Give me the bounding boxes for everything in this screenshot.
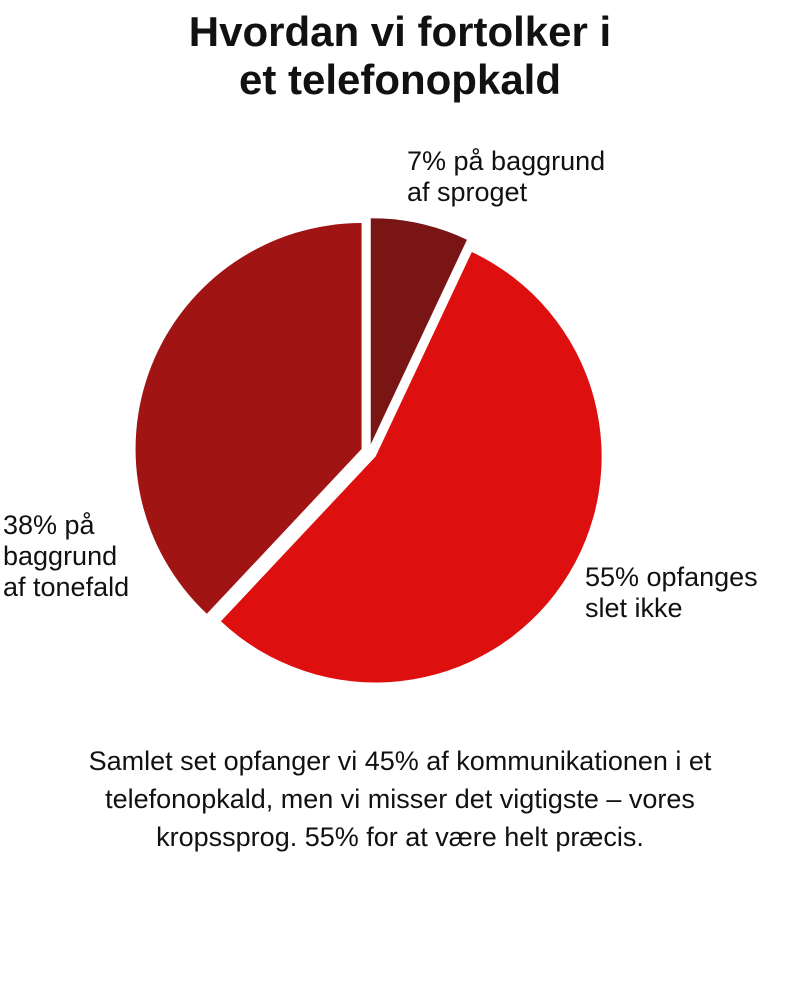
- slice-label-sproget-line-1: 7% på baggrund: [407, 146, 606, 176]
- caption-line-2: telefonopkald, men vi misser det vigtigs…: [105, 784, 695, 814]
- pie-slice-opfanges-ikke: [220, 252, 602, 683]
- caption-line-3: kropssprog. 55% for at være helt præcis.: [156, 822, 644, 852]
- slice-label-sproget: 7% på baggrund af sproget: [407, 146, 605, 208]
- slice-label-opfanges-ikke-line-1: 55% opfanges: [585, 562, 758, 592]
- slice-label-sproget-line-2: af sproget: [407, 177, 528, 207]
- chart-title-line-1: Hvordan vi fortolker i: [188, 8, 612, 55]
- slice-label-tonefald: 38% på baggrund af tonefald: [3, 510, 129, 603]
- caption-line-1: Samlet set opfanger vi 45% af kommunikat…: [88, 746, 712, 776]
- pie-slice-sproget: [370, 218, 467, 445]
- slice-label-tonefald-line-1: 38% på: [3, 510, 95, 540]
- slice-label-opfanges-ikke: 55% opfanges slet ikke: [585, 562, 758, 624]
- caption: Samlet set opfanger vi 45% af kommunikat…: [0, 742, 800, 856]
- pie-slice-tonefald: [135, 223, 362, 614]
- slice-label-opfanges-ikke-line-2: slet ikke: [585, 593, 683, 623]
- slice-label-tonefald-line-3: af tonefald: [3, 572, 130, 602]
- chart-title-line-2: et telefonopkald: [238, 56, 562, 103]
- slice-label-tonefald-line-2: baggrund: [3, 541, 118, 571]
- chart-title: Hvordan vi fortolker i et telefonopkald: [0, 8, 800, 104]
